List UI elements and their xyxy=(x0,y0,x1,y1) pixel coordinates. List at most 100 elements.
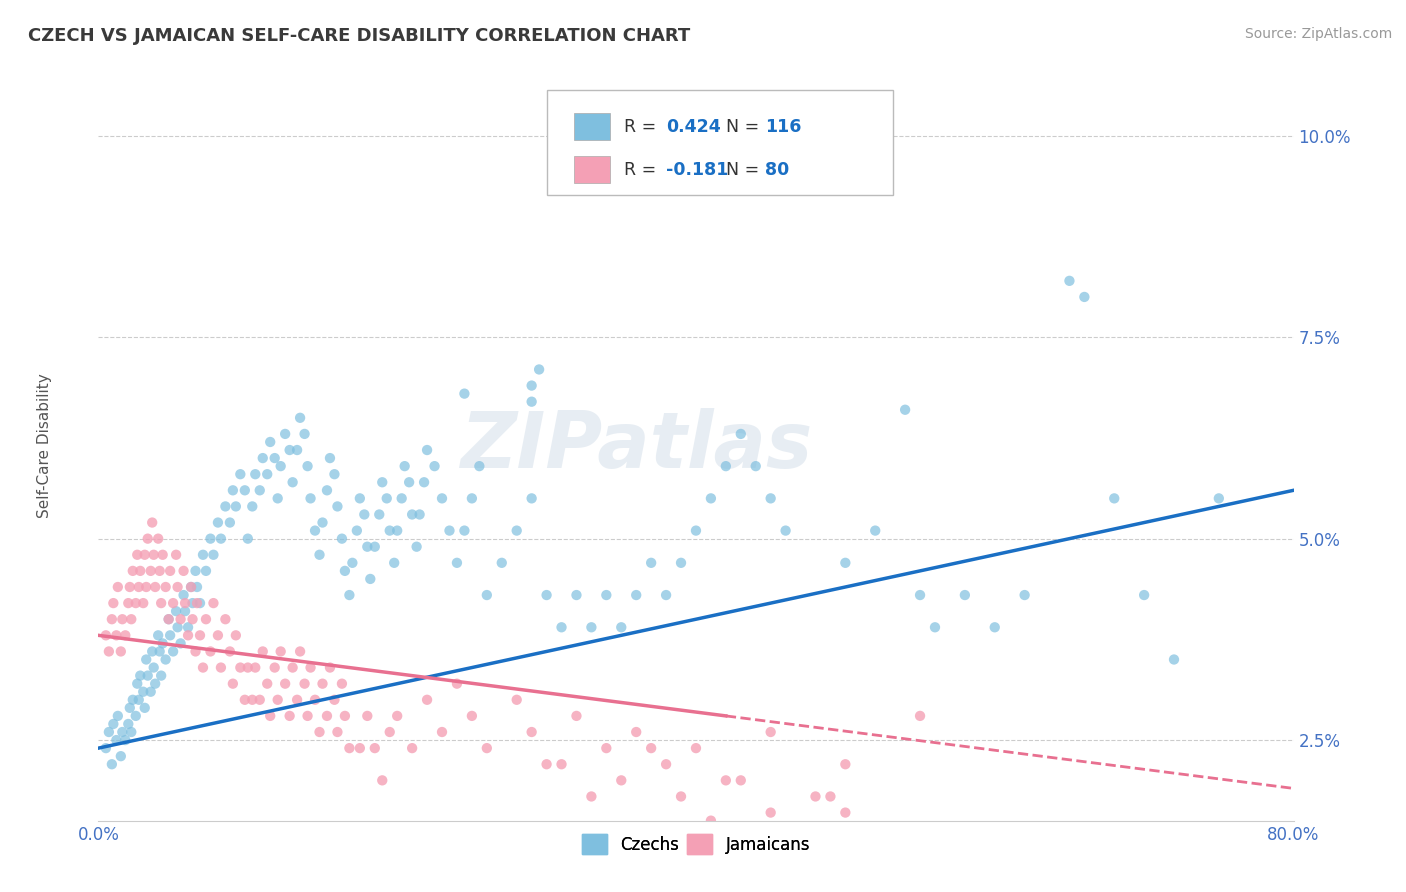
Point xyxy=(150,668,173,682)
Point xyxy=(132,684,155,698)
Point xyxy=(105,733,128,747)
Point xyxy=(308,725,330,739)
Point xyxy=(177,628,200,642)
Point xyxy=(311,516,333,530)
Point xyxy=(111,612,134,626)
Point xyxy=(155,652,177,666)
Point xyxy=(834,805,856,820)
Point xyxy=(184,564,207,578)
Point xyxy=(385,524,409,538)
Point xyxy=(924,620,946,634)
Point xyxy=(311,676,333,690)
Point xyxy=(184,644,207,658)
Point xyxy=(110,749,132,764)
Point xyxy=(536,757,558,772)
Point xyxy=(640,556,662,570)
Point xyxy=(297,459,319,474)
Point xyxy=(565,588,588,602)
Point xyxy=(759,491,782,506)
Point xyxy=(259,709,281,723)
Point xyxy=(281,475,304,490)
Point xyxy=(103,717,125,731)
Point xyxy=(118,701,141,715)
Point xyxy=(236,532,259,546)
Point xyxy=(834,757,856,772)
Point xyxy=(423,459,446,474)
FancyBboxPatch shape xyxy=(547,90,893,195)
Point xyxy=(94,741,117,756)
Point xyxy=(135,652,157,666)
Point xyxy=(294,676,316,690)
Point xyxy=(117,596,139,610)
Point xyxy=(655,757,678,772)
Text: N =: N = xyxy=(725,161,765,178)
Point xyxy=(714,459,737,474)
Point xyxy=(640,741,662,756)
Text: N =: N = xyxy=(725,118,765,136)
Legend: Czechs, Jamaicans: Czechs, Jamaicans xyxy=(575,828,817,861)
Point xyxy=(304,524,326,538)
Text: R =: R = xyxy=(624,161,662,178)
Point xyxy=(200,532,222,546)
Text: 116: 116 xyxy=(765,118,801,136)
Point xyxy=(152,636,174,650)
Point xyxy=(330,676,353,690)
Point xyxy=(297,709,319,723)
Point xyxy=(135,580,157,594)
Point xyxy=(299,660,322,674)
Point xyxy=(94,628,117,642)
Point xyxy=(128,580,150,594)
Point xyxy=(148,628,170,642)
Point xyxy=(117,717,139,731)
Point xyxy=(475,741,498,756)
Point xyxy=(134,548,156,562)
Point xyxy=(270,644,292,658)
Point xyxy=(685,741,707,756)
Point xyxy=(527,362,550,376)
Point xyxy=(188,596,211,610)
Point xyxy=(536,588,558,602)
Point xyxy=(453,386,475,401)
Point xyxy=(97,725,120,739)
Point xyxy=(700,814,723,828)
Point xyxy=(141,644,163,658)
Point xyxy=(550,620,572,634)
Point xyxy=(595,741,617,756)
Point xyxy=(669,789,692,804)
Point xyxy=(550,757,572,772)
Point xyxy=(245,660,267,674)
Point xyxy=(188,628,211,642)
Point xyxy=(581,620,603,634)
Text: 0.424: 0.424 xyxy=(666,118,721,136)
Point xyxy=(169,612,191,626)
Point xyxy=(359,572,381,586)
Point xyxy=(1163,652,1185,666)
Point xyxy=(110,644,132,658)
Point xyxy=(202,596,225,610)
Point xyxy=(141,516,163,530)
Point xyxy=(207,516,229,530)
Point xyxy=(491,556,513,570)
Point xyxy=(391,491,413,506)
Point xyxy=(136,532,159,546)
FancyBboxPatch shape xyxy=(574,113,610,140)
Point xyxy=(655,588,678,602)
Point xyxy=(364,741,387,756)
Point xyxy=(346,524,368,538)
Point xyxy=(186,580,208,594)
Point xyxy=(159,628,181,642)
Point xyxy=(236,660,259,674)
Point xyxy=(364,540,387,554)
Text: -0.181: -0.181 xyxy=(666,161,728,178)
Point xyxy=(143,676,166,690)
Point xyxy=(142,660,165,674)
Point xyxy=(256,676,278,690)
FancyBboxPatch shape xyxy=(574,156,610,183)
Text: R =: R = xyxy=(624,118,662,136)
Point xyxy=(278,709,301,723)
Point xyxy=(759,805,782,820)
Point xyxy=(323,693,346,707)
Point xyxy=(249,483,271,498)
Point xyxy=(453,524,475,538)
Point xyxy=(349,741,371,756)
